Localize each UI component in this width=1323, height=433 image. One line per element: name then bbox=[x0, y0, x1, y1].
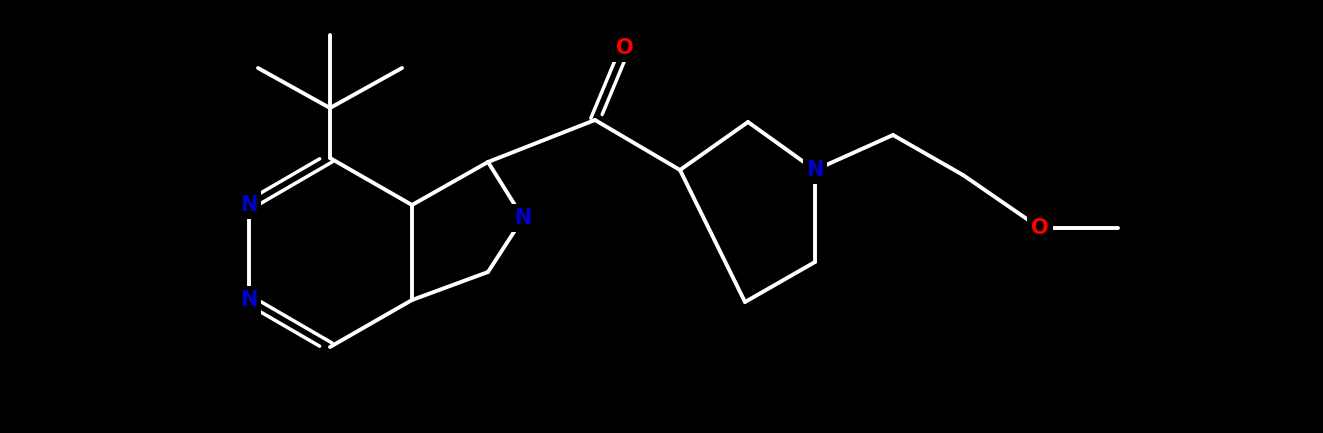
Text: N: N bbox=[241, 195, 258, 215]
Text: N: N bbox=[515, 208, 532, 228]
Text: O: O bbox=[617, 38, 634, 58]
Text: N: N bbox=[806, 160, 824, 180]
Text: O: O bbox=[1031, 218, 1049, 238]
Text: N: N bbox=[241, 290, 258, 310]
